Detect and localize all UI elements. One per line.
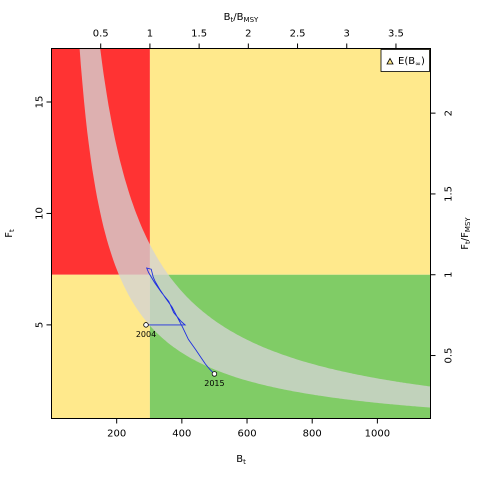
top-tick-label: 1 <box>147 29 153 40</box>
point-marker-2015 <box>211 371 218 377</box>
top-tick-label: 2 <box>245 29 251 40</box>
y-tick-label: 15 <box>35 96 46 109</box>
point-marker-2004 <box>143 322 149 328</box>
legend-box <box>380 49 430 72</box>
x-tick-label: 1000 <box>365 429 390 440</box>
top-tick-label: 3 <box>344 29 350 40</box>
x-tick-label: 400 <box>172 429 191 440</box>
equilibrium-band-area <box>79 48 431 408</box>
plot-frame <box>51 48 431 419</box>
x-tick-label: 600 <box>237 429 256 440</box>
right-tick-label: 1.5 <box>444 186 455 202</box>
trajectory-line <box>145 267 215 375</box>
right-axis-title: Ft/FMSY <box>460 217 472 250</box>
y-axis-title: Ft <box>4 229 16 238</box>
axis-titles: Bt Ft Bt/BMSY Ft/FMSY <box>4 12 472 466</box>
zone-overfishing <box>149 48 431 275</box>
equilibrium-band <box>79 48 431 408</box>
legend: E(B∞) <box>380 49 430 72</box>
point-label-2004: 2004 <box>136 330 156 339</box>
legend-label: E(B∞) <box>398 56 425 68</box>
kobe-zones <box>51 48 431 419</box>
top-tick-label: 1.5 <box>191 29 207 40</box>
y-tick-label: 5 <box>35 322 46 328</box>
trajectory <box>145 267 215 375</box>
top-tick-label: 2.5 <box>290 29 306 40</box>
point-labels: 2004 2015 <box>136 322 225 388</box>
x-axis-title: Bt <box>236 454 246 466</box>
x-tick-label: 800 <box>303 429 322 440</box>
right-tick-label: 2 <box>444 110 455 116</box>
top-tick-label: 0.5 <box>93 29 109 40</box>
y-tick-label: 10 <box>35 207 46 220</box>
x-tick-label: 200 <box>107 429 126 440</box>
point-label-2015: 2015 <box>204 379 224 388</box>
top-tick-label: 3.5 <box>388 29 404 40</box>
right-tick-label: 1 <box>444 272 455 278</box>
axes: 200 400 600 800 1000 5 10 15 0.5 1 1.5 2 2.5 3 3.5 0.5 1… <box>35 29 455 440</box>
right-tick-label: 0.5 <box>444 348 455 364</box>
legend-triangle-icon <box>386 57 394 65</box>
top-axis-title: Bt/BMSY <box>224 12 259 24</box>
